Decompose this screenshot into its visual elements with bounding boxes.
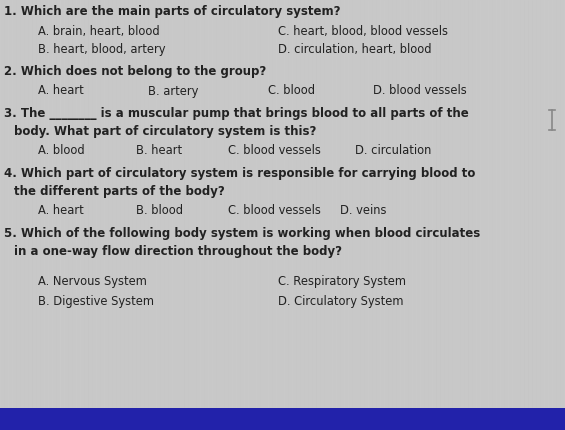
Text: D. circulation: D. circulation bbox=[355, 144, 431, 157]
Text: B. blood: B. blood bbox=[136, 205, 183, 218]
Text: C. blood vessels: C. blood vessels bbox=[228, 144, 321, 157]
Text: C. blood: C. blood bbox=[268, 85, 315, 98]
Text: A. Nervous System: A. Nervous System bbox=[38, 276, 147, 289]
Text: D. blood vessels: D. blood vessels bbox=[373, 85, 467, 98]
Text: 1. Which are the main parts of circulatory system?: 1. Which are the main parts of circulato… bbox=[4, 6, 341, 18]
Text: A. heart: A. heart bbox=[38, 205, 84, 218]
Text: B. artery: B. artery bbox=[148, 85, 198, 98]
Text: A. blood: A. blood bbox=[38, 144, 85, 157]
Text: C. Respiratory System: C. Respiratory System bbox=[278, 276, 406, 289]
Text: B. heart, blood, artery: B. heart, blood, artery bbox=[38, 43, 166, 55]
Text: C. heart, blood, blood vessels: C. heart, blood, blood vessels bbox=[278, 25, 448, 39]
Text: B. heart: B. heart bbox=[136, 144, 182, 157]
Text: C. blood vessels: C. blood vessels bbox=[228, 205, 321, 218]
Text: 5. Which of the following body system is working when blood circulates: 5. Which of the following body system is… bbox=[4, 227, 480, 240]
Text: D. circulation, heart, blood: D. circulation, heart, blood bbox=[278, 43, 432, 55]
Text: D. veins: D. veins bbox=[340, 205, 386, 218]
Text: in a one-way flow direction throughout the body?: in a one-way flow direction throughout t… bbox=[14, 245, 342, 258]
Text: D. Circulatory System: D. Circulatory System bbox=[278, 295, 403, 308]
Text: A. brain, heart, blood: A. brain, heart, blood bbox=[38, 25, 160, 39]
Text: A. heart: A. heart bbox=[38, 85, 84, 98]
Text: 3. The ________ is a muscular pump that brings blood to all parts of the: 3. The ________ is a muscular pump that … bbox=[4, 108, 469, 120]
Text: the different parts of the body?: the different parts of the body? bbox=[14, 184, 225, 197]
Text: body. What part of circulatory system is this?: body. What part of circulatory system is… bbox=[14, 125, 316, 138]
Text: 2. Which does not belong to the group?: 2. Which does not belong to the group? bbox=[4, 65, 266, 79]
Bar bbox=[0, 408, 565, 430]
Text: B. Digestive System: B. Digestive System bbox=[38, 295, 154, 308]
Text: 4. Which part of circulatory system is responsible for carrying blood to: 4. Which part of circulatory system is r… bbox=[4, 168, 475, 181]
